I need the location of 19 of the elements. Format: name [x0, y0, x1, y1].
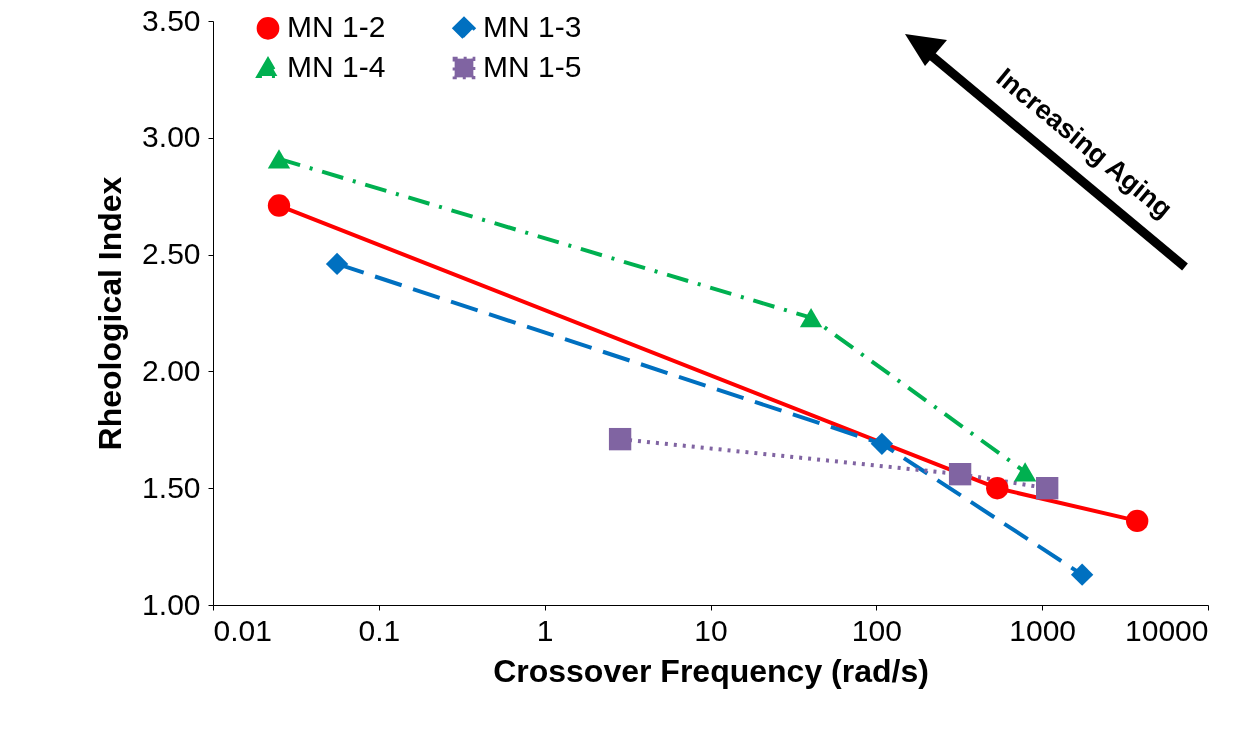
- y-tick-label: 1.50: [142, 470, 201, 504]
- x-tick-label: 10000: [1125, 613, 1209, 647]
- y-tick-label: 2.50: [142, 237, 201, 271]
- y-tick-label: 1.00: [142, 587, 201, 621]
- legend-label: MN 1-3: [483, 10, 582, 44]
- x-axis-title: Crossover Frequency (rad/s): [493, 652, 929, 689]
- y-tick-label: 3.50: [142, 3, 201, 37]
- x-tick-label: 1000: [1009, 613, 1077, 647]
- x-tick-label: 0.01: [213, 613, 272, 647]
- x-tick-label: 1: [536, 613, 554, 647]
- x-tick-label: 10: [694, 613, 728, 647]
- legend-label: MN 1-5: [483, 50, 582, 83]
- legend-label: MN 1-2: [287, 10, 386, 44]
- x-tick-label: 100: [851, 613, 902, 647]
- x-tick-label: 0.1: [358, 613, 401, 647]
- legend-label: MN 1-4: [287, 50, 386, 83]
- y-tick-label: 2.00: [142, 353, 201, 387]
- y-tick-label: 3.00: [142, 120, 201, 154]
- y-axis-title: Rheological Index: [92, 176, 129, 451]
